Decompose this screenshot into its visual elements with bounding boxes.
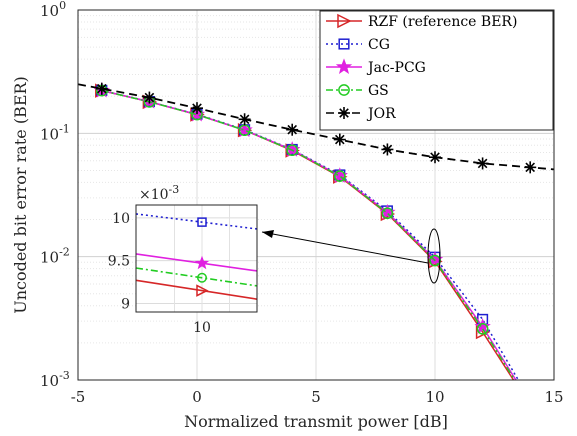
marker-triangle: [196, 284, 209, 297]
marker-asterisk: [95, 82, 108, 95]
legend-items: RZF (reference BER) CG Jac-PCG GS JOR: [326, 13, 517, 122]
y-tick-label: 100: [40, 0, 66, 20]
legend-box: [319, 10, 554, 131]
x-tick-label: 5: [311, 388, 321, 406]
inset-x-tick-label: 10: [193, 320, 211, 336]
x-tick-labels: -5 0 5 10 15: [71, 388, 564, 406]
inset-series-star: [135, 253, 258, 272]
marker-asterisk: [429, 151, 441, 164]
marker-star: [379, 203, 396, 220]
marker-square: [197, 217, 207, 227]
main-series: [77, 81, 555, 381]
marker-circle: [476, 322, 489, 335]
marker-asterisk: [238, 113, 251, 126]
x-axis-label: Normalized transmit power [dB]: [184, 412, 448, 431]
marker-circle: [333, 170, 346, 182]
series-jor: [77, 82, 555, 174]
legend-label: GS: [368, 83, 389, 99]
inset-series-line: [135, 253, 258, 272]
legend-item: JOR: [326, 106, 396, 122]
marker-circle: [286, 144, 299, 157]
marker-asterisk: [143, 91, 156, 104]
legend-item: CG: [326, 37, 390, 53]
x-tick-label: -5: [71, 388, 86, 406]
inset-y-tick-label: 9: [121, 296, 130, 312]
legend-label: Jac-PCG: [366, 60, 426, 76]
marker-asterisk: [191, 102, 203, 115]
series-line: [77, 83, 555, 171]
marker-asterisk: [524, 161, 537, 174]
inset-series-square: [135, 213, 258, 230]
marker-circle: [338, 84, 350, 96]
inset-y-tick-label: 9.5: [108, 254, 130, 270]
marker-asterisk: [286, 123, 299, 136]
inset-y-tick-label: 10: [112, 211, 130, 227]
legend-item: Jac-PCG: [326, 58, 426, 76]
y-tick-label: 10-1: [40, 122, 70, 143]
y-axis-label: Uncoded bit error rate (BER): [11, 76, 30, 314]
inset-tick-labels: 9 9.5 10 10: [108, 211, 211, 336]
marker-asterisk: [333, 133, 346, 146]
marker-asterisk: [338, 107, 350, 119]
x-tick-label: 0: [192, 388, 202, 406]
marker-triangle: [337, 13, 352, 29]
plot-frame: [77, 9, 555, 381]
legend: RZF (reference BER) CG Jac-PCG GS JOR: [319, 10, 554, 131]
series-line: [101, 89, 516, 381]
x-tick-label: 15: [544, 388, 563, 406]
legend-label: JOR: [366, 106, 396, 122]
inset-frame: [135, 204, 258, 313]
legend-label: RZF (reference BER): [368, 14, 517, 30]
marker-star: [194, 255, 210, 270]
y-tick-label: 10-3: [40, 369, 70, 390]
zoom-arrow: [261, 231, 429, 264]
marker-circle: [197, 272, 207, 283]
marker-asterisk: [381, 143, 394, 156]
inset-series-line: [135, 213, 258, 230]
y-tick-labels: 10-3 10-2 10-1 100: [40, 0, 70, 390]
legend-label: CG: [368, 37, 390, 53]
legend-item: RZF (reference BER): [326, 13, 517, 30]
x-tick-label: 10: [425, 388, 444, 406]
zoom-arrow-head: [262, 230, 274, 238]
inset-series-line: [135, 267, 258, 287]
legend-item: GS: [326, 83, 389, 99]
marker-circle: [381, 207, 394, 220]
marker-square: [338, 38, 350, 50]
y-tick-label: 10-2: [40, 246, 70, 267]
marker-asterisk: [476, 157, 489, 170]
inset-series-triangle-right: [135, 279, 258, 300]
zoom-ellipse: [427, 228, 441, 284]
inset-series: [135, 213, 258, 300]
inset-scale-label: ×10-3: [139, 183, 179, 203]
inset-series-circle: [135, 267, 258, 287]
marker-star: [335, 58, 353, 74]
